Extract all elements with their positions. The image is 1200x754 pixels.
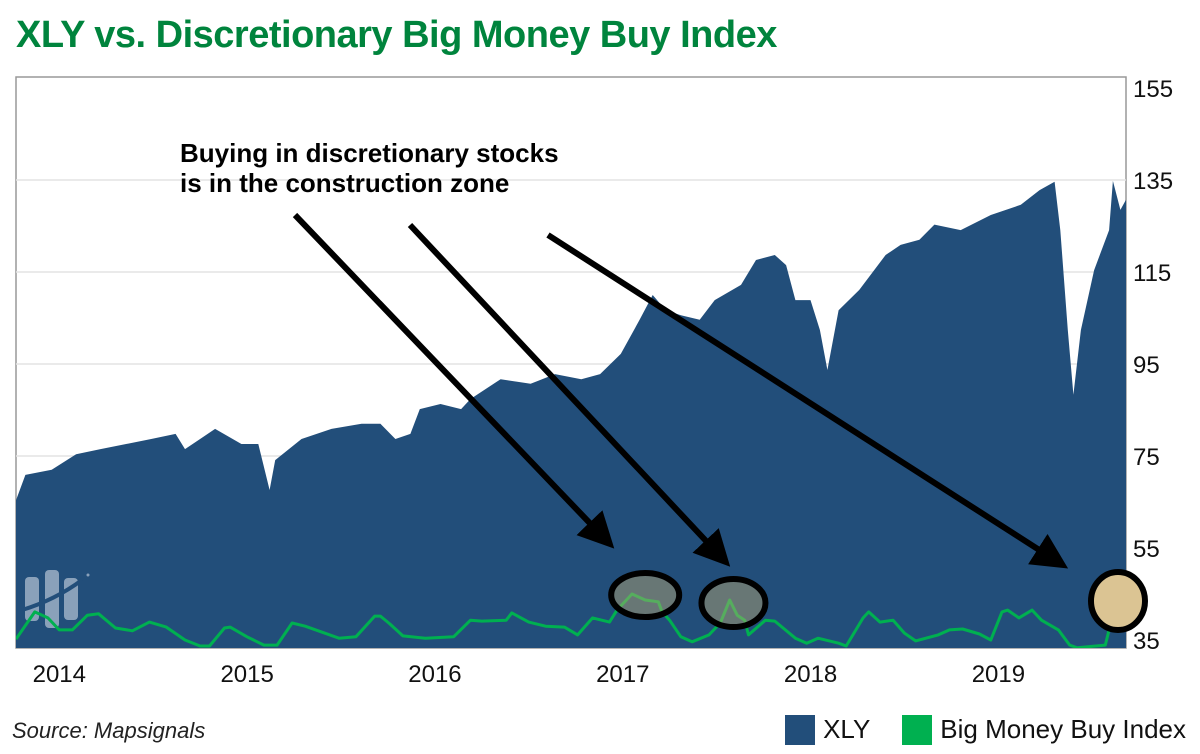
source-note: Source: Mapsignals — [12, 718, 206, 743]
y-tick-label: 95 — [1133, 352, 1160, 379]
x-tick-label: 2018 — [784, 661, 837, 688]
annotation-arrows — [292, 212, 1069, 569]
y-tick-label: 55 — [1133, 536, 1160, 563]
x-tick-label: 2017 — [596, 661, 649, 688]
legend-item-index: Big Money Buy Index — [902, 714, 1186, 745]
legend-label-xly: XLY — [823, 714, 871, 744]
legend-swatch-index — [902, 714, 933, 745]
x-tick-label: 2016 — [408, 661, 461, 688]
y-tick-label: 115 — [1133, 260, 1171, 287]
y-tick-label: 155 — [1133, 76, 1173, 103]
mapsignals-logo-watermark — [21, 570, 90, 628]
legend-swatch-xly — [785, 714, 816, 745]
legend-item-xly: XLY — [785, 714, 870, 745]
x-tick-label: 2019 — [972, 661, 1025, 688]
annotation-line-2: is in the construction zone — [180, 168, 509, 198]
highlight-fill — [1091, 572, 1145, 630]
highlight-circle — [698, 576, 769, 630]
chart-title: XLY vs. Discretionary Big Money Buy Inde… — [16, 14, 777, 56]
arrow — [407, 222, 731, 567]
legend: XLY Big Money Buy Index — [753, 714, 1186, 745]
xly-area-series — [16, 180, 1126, 648]
arrow — [292, 212, 615, 549]
big-money-buy-index-line — [16, 588, 1126, 648]
y-tick-label: 135 — [1133, 168, 1173, 195]
y-tick-label: 75 — [1133, 444, 1160, 471]
y-tick-label: 35 — [1133, 628, 1160, 655]
highlight-circle — [608, 570, 683, 620]
x-tick-label: 2015 — [220, 661, 273, 688]
annotation-line-1: Buying in discretionary stocks — [180, 138, 559, 168]
highlight-circle — [1088, 569, 1148, 633]
legend-label-index: Big Money Buy Index — [940, 714, 1186, 744]
arrow — [546, 232, 1069, 569]
x-tick-label: 2014 — [33, 661, 86, 688]
